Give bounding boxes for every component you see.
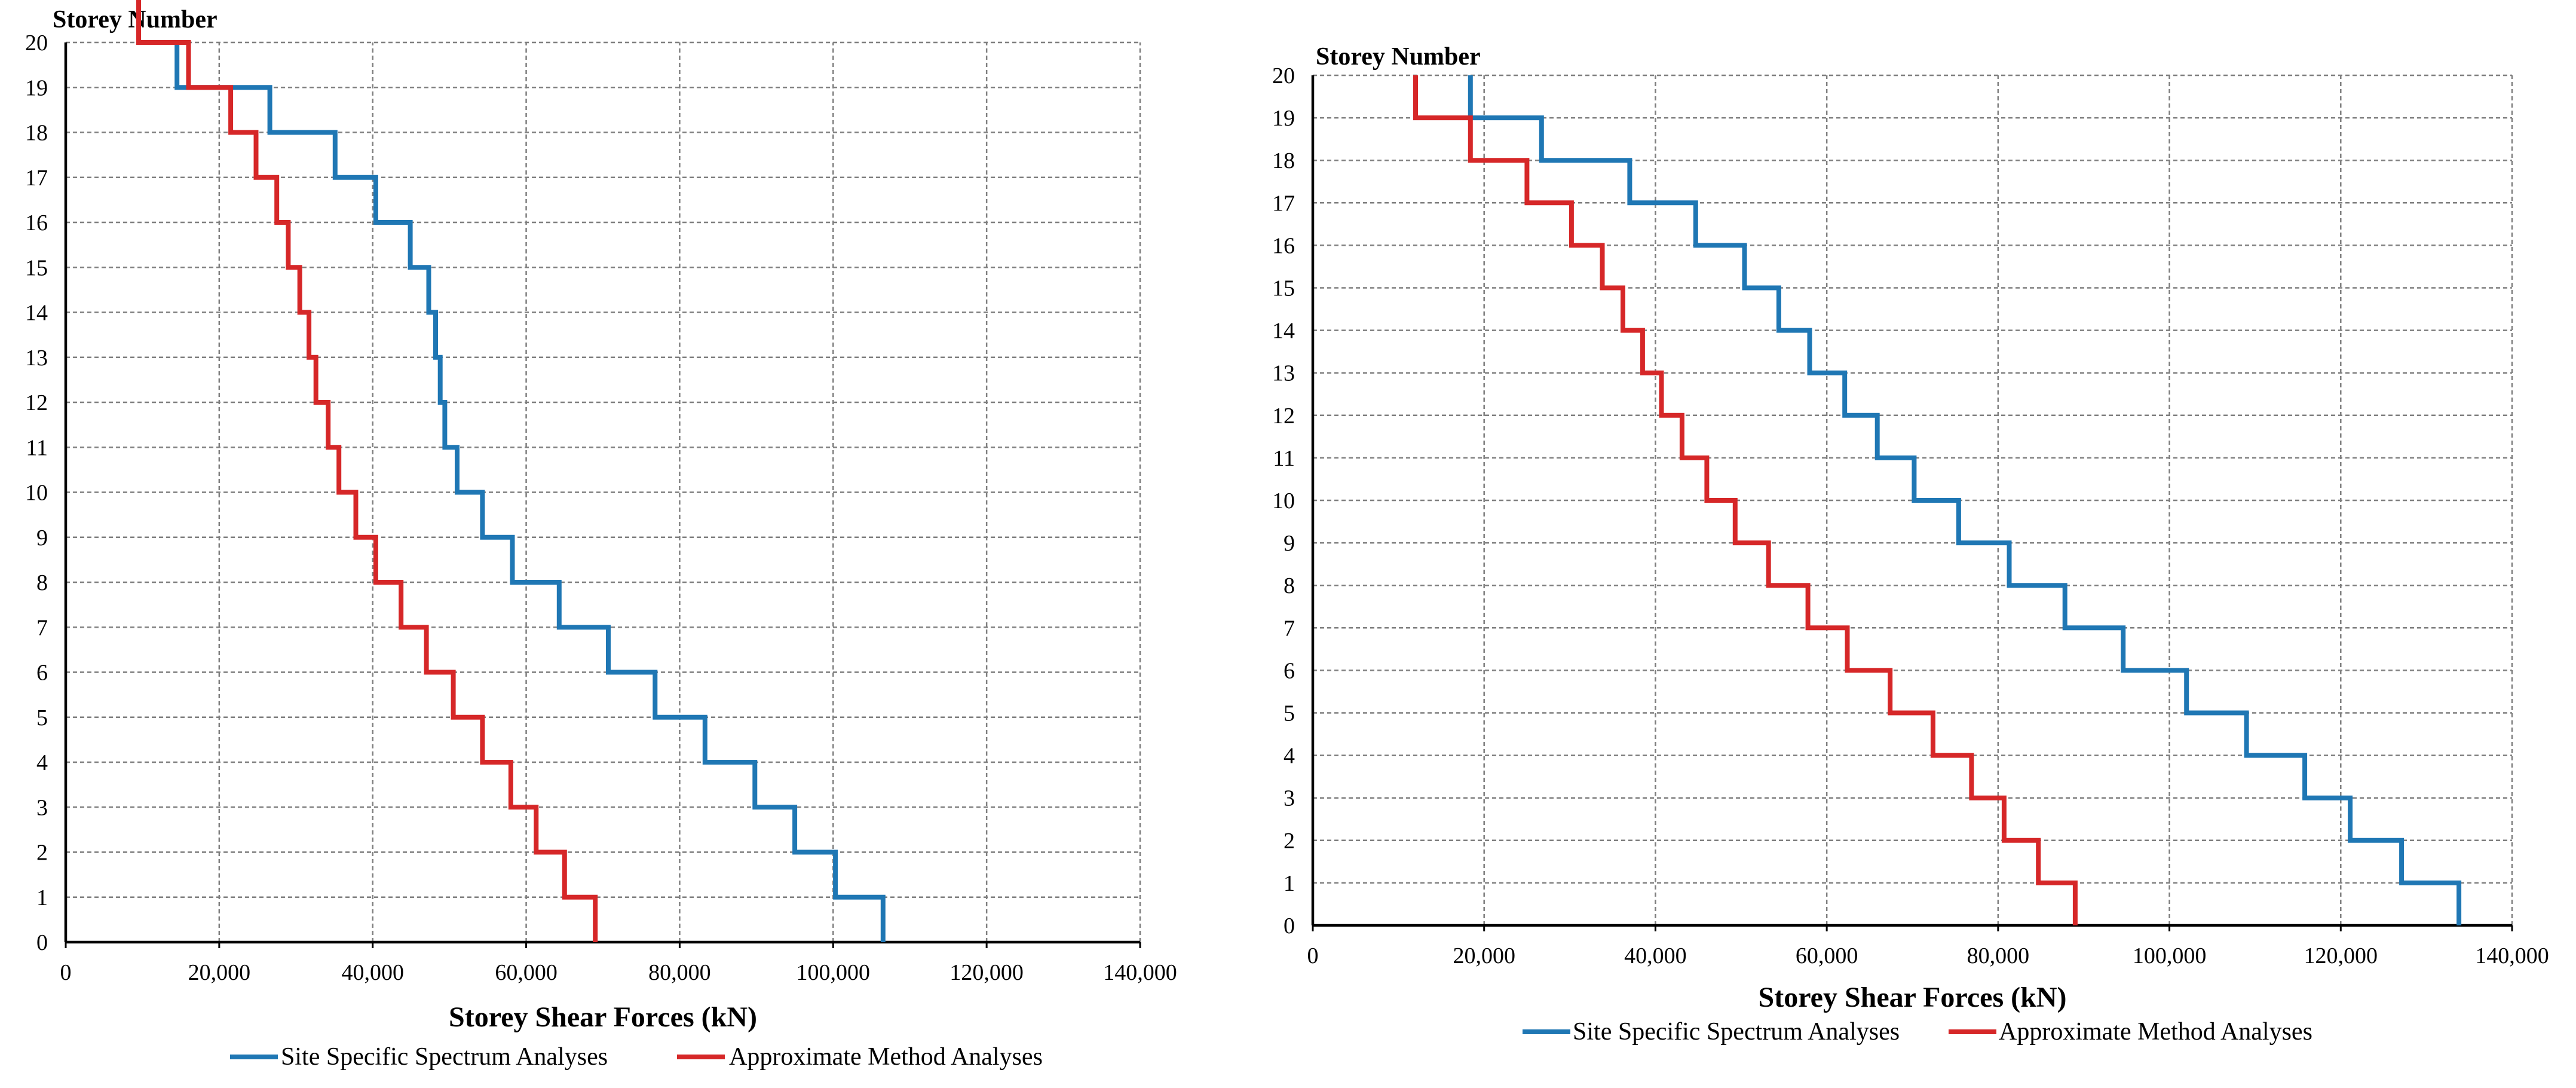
y-tick-label: 13 — [25, 346, 48, 371]
y-tick-label: 19 — [1272, 106, 1295, 131]
legend-label: Site Specific Spectrum Analyses — [281, 1043, 608, 1071]
x-tick-label: 20,000 — [1453, 943, 1515, 968]
y-tick-label: 15 — [25, 255, 48, 280]
y-tick-label: 18 — [1272, 148, 1295, 173]
y-tick-label: 17 — [1272, 191, 1295, 216]
series-line-site-specific — [174, 42, 886, 942]
gridlines — [1313, 74, 2513, 925]
series-line-site-specific — [1468, 75, 2462, 925]
y-tick-label: 18 — [25, 121, 48, 146]
x-tick-label: 140,000 — [2475, 943, 2549, 968]
y-tick-label: 6 — [1284, 658, 1295, 683]
y-tick-label: 2 — [1284, 829, 1295, 854]
y-tick-label: 15 — [1272, 276, 1295, 301]
y-tick-label: 7 — [36, 615, 48, 640]
legend-label: Approximate Method Analyses — [729, 1043, 1043, 1071]
y-tick-label: 4 — [1284, 744, 1295, 769]
y-tick-label: 0 — [1284, 913, 1295, 939]
y-tick-label: 12 — [25, 390, 48, 415]
y-tick-label: 5 — [1284, 701, 1295, 726]
y-tick-label: 16 — [25, 210, 48, 236]
series-line-approximate — [1413, 75, 2078, 925]
x-tick-label: 120,000 — [2304, 943, 2378, 968]
y-tick-label: 14 — [1272, 319, 1295, 344]
y-tick-label: 11 — [26, 435, 48, 460]
y-tick-label: 16 — [1272, 233, 1295, 258]
y-tick-label: 14 — [25, 301, 48, 326]
x-tick-label: 20,000 — [188, 960, 251, 985]
y-tick-label: 10 — [1272, 488, 1295, 514]
y-tick-label: 5 — [36, 705, 48, 731]
x-axis-title: Storey Shear Forces (kN) — [449, 1001, 757, 1033]
y-tick-label: 11 — [1273, 446, 1295, 471]
x-tick-label: 60,000 — [495, 960, 558, 985]
y-tick-label: 3 — [1284, 786, 1295, 811]
y-tick-label: 17 — [25, 166, 48, 191]
x-tick-label: 40,000 — [341, 960, 404, 985]
y-tick-label: 10 — [25, 481, 48, 506]
y-tick-label: 20 — [1272, 63, 1295, 88]
x-tick-label: 0 — [60, 960, 72, 985]
y-axis-title: Storey Number — [1316, 43, 1481, 71]
y-tick-label: 0 — [36, 930, 48, 955]
legend-label: Approximate Method Analyses — [1999, 1018, 2312, 1046]
x-tick-label: 0 — [1307, 943, 1319, 968]
y-tick-label: 3 — [36, 795, 48, 820]
x-tick-label: 120,000 — [949, 960, 1024, 985]
y-tick-label: 20 — [25, 30, 48, 56]
y-tick-label: 12 — [1272, 404, 1295, 429]
y-tick-label: 13 — [1272, 361, 1295, 386]
x-tick-label: 140,000 — [1103, 960, 1177, 985]
series-line-approximate — [136, 0, 598, 942]
y-tick-label: 8 — [1284, 573, 1295, 598]
y-tick-label: 19 — [25, 75, 48, 100]
x-tick-label: 40,000 — [1624, 943, 1687, 968]
y-tick-label: 6 — [36, 661, 48, 686]
x-axis-title: Storey Shear Forces (kN) — [1759, 982, 2067, 1013]
legend-label: Site Specific Spectrum Analyses — [1573, 1018, 1900, 1046]
x-tick-label: 80,000 — [1967, 943, 2030, 968]
y-tick-label: 1 — [36, 885, 48, 910]
y-tick-label: 7 — [1284, 616, 1295, 641]
y-tick-label: 9 — [1284, 531, 1295, 556]
x-tick-label: 60,000 — [1796, 943, 1858, 968]
y-tick-label: 2 — [36, 841, 48, 866]
gridlines — [66, 41, 1141, 942]
y-tick-label: 4 — [36, 750, 48, 775]
y-tick-label: 8 — [36, 570, 48, 595]
y-tick-label: 9 — [36, 525, 48, 551]
x-tick-label: 100,000 — [2133, 943, 2207, 968]
y-tick-label: 1 — [1284, 871, 1295, 896]
y-axis-title: Storey Number — [53, 6, 218, 33]
x-tick-label: 80,000 — [648, 960, 711, 985]
x-tick-label: 100,000 — [797, 960, 871, 985]
